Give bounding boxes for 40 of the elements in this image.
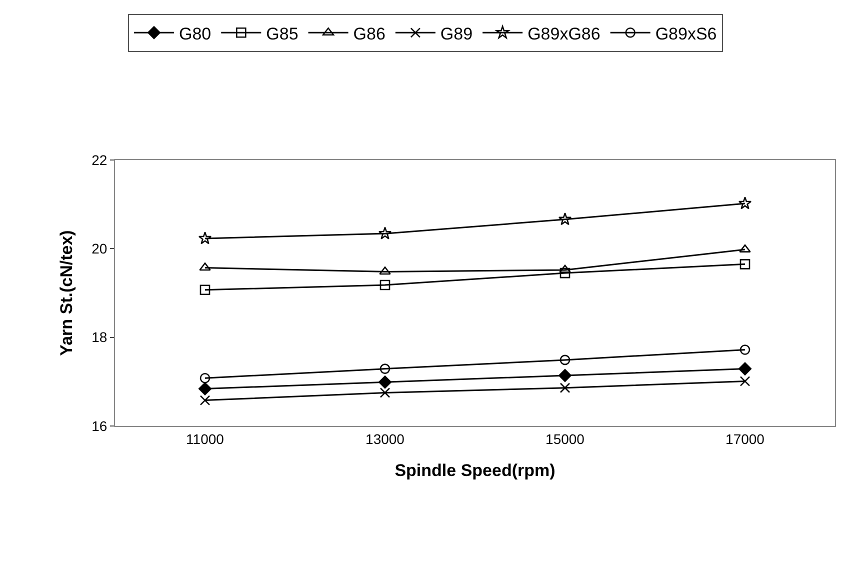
point xyxy=(558,368,572,382)
point xyxy=(740,344,750,355)
point xyxy=(560,354,570,366)
point xyxy=(559,264,571,273)
y-tick-label: 22 xyxy=(92,152,108,168)
point xyxy=(198,382,212,396)
legend-label: G89xG86 xyxy=(528,24,600,44)
point xyxy=(560,382,570,394)
y-tick-label: 18 xyxy=(92,329,108,346)
point xyxy=(560,268,570,278)
point xyxy=(739,244,751,252)
legend-label: G85 xyxy=(266,24,298,44)
point xyxy=(740,259,750,270)
y-axis-title: Yarn St.(cN/tex) xyxy=(57,230,76,356)
x-tick-label: 11000 xyxy=(186,430,224,447)
legend-label: G80 xyxy=(179,24,212,44)
x-tick-label: 13000 xyxy=(366,430,405,447)
point xyxy=(199,262,211,271)
point xyxy=(380,388,390,398)
point xyxy=(198,232,212,244)
legend-label: G89xS6 xyxy=(655,24,717,44)
point xyxy=(558,212,572,226)
point xyxy=(738,196,752,210)
point xyxy=(380,364,390,374)
point xyxy=(200,395,210,406)
point xyxy=(378,376,392,389)
x-tick-label: 15000 xyxy=(546,430,585,447)
point xyxy=(379,266,391,275)
point xyxy=(738,362,752,376)
point xyxy=(378,226,392,240)
point xyxy=(200,284,210,296)
x-tick-label: 17000 xyxy=(726,430,765,447)
point xyxy=(740,376,750,386)
point xyxy=(380,280,390,290)
y-tick-label: 20 xyxy=(92,240,108,257)
legend-label: G86 xyxy=(353,24,386,44)
legend-label: G89 xyxy=(440,24,473,44)
x-axis-title: Spindle Speed(rpm) xyxy=(394,461,556,480)
y-tick-label: 16 xyxy=(92,418,108,434)
point xyxy=(200,372,210,384)
